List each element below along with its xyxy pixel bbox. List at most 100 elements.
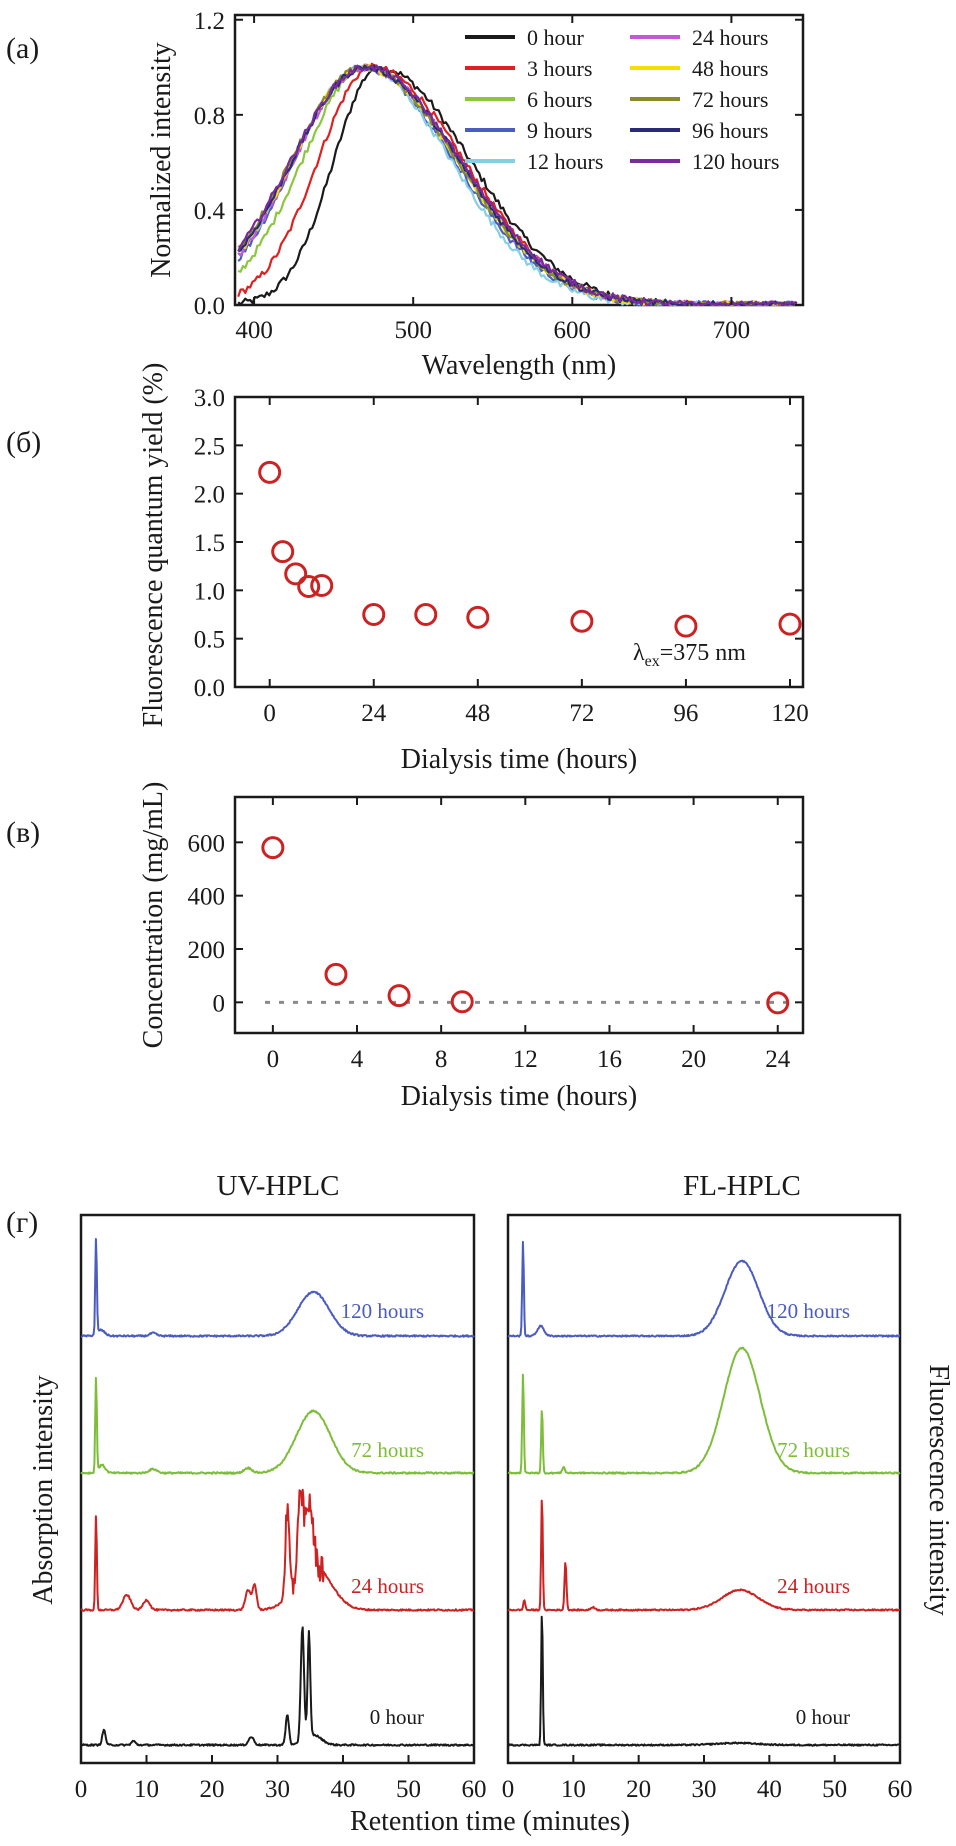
concentration-point [261,836,285,860]
panel-a-series [237,62,798,307]
qy-point [570,609,594,633]
concentration-point [766,991,790,1015]
panel-c-xtick-label: 20 [681,1046,706,1073]
qy-point [362,603,386,626]
panel-c-ticks: 0 4 8 12 16 20 24 0 200 400 600 [188,797,803,1073]
legend-label: 12 hours [527,149,603,174]
panel-b-xtick-label: 120 [771,700,809,727]
panel-c-ylabel: Concentration (mg/mL) [138,782,169,1049]
fl-trace-label: 0 hour [796,1705,850,1729]
uv-trace-label: 24 hours [351,1574,424,1598]
panel-a-ytick-label: 0.0 [194,293,225,320]
qy-point [674,614,698,638]
qy-point [414,603,438,626]
legend-label: 9 hours [527,118,592,143]
panel-b-points [258,460,802,638]
panel-d-xlabel: Retention time (minutes) [350,1806,630,1837]
fl-hplc-xtick-label: 40 [757,1776,782,1803]
qy-point [258,460,282,484]
qy-point [310,574,334,597]
panel-b-ytick-label: 1.0 [194,578,225,605]
fl-hplc-xtick-label: 20 [626,1776,651,1803]
panel-a-xtick-label: 600 [554,317,592,344]
panel-c-frame [233,795,805,1035]
fl-trace [507,1346,901,1475]
legend-label: 3 hours [527,56,592,81]
uv-hplc-xtick-label: 20 [200,1776,225,1803]
excitation-wavelength: =375 nm [660,640,747,666]
panel-c-xtick-label: 8 [435,1046,448,1073]
panel-a-ytick-label: 1.2 [194,8,225,35]
fl-trace-label: 72 hours [777,1438,850,1462]
fl-trace-label: 120 hours [767,1299,850,1323]
legend-label: 48 hours [692,56,768,81]
fl-trace [507,1499,901,1612]
panel-a-ticks: 400 500 600 700 0.0 0.4 0.8 1.2 [194,8,803,344]
uv-trace [80,1238,475,1338]
panel-a-xtick-label: 400 [235,317,273,344]
panel-a-xtick-label: 500 [394,317,432,344]
fl-hplc-title: FL-HPLC [683,1170,801,1202]
uv-trace-label: 0 hour [370,1705,424,1729]
panel-b-xtick-label: 48 [465,700,490,727]
qy-point [284,562,308,586]
concentration-point [450,990,474,1014]
uv-hplc-xtick-label: 10 [134,1776,159,1803]
spectrum-line [237,64,798,307]
fl-trace [507,1615,901,1747]
panel-c-ytick-label: 200 [188,937,226,964]
panel-b-xtick-label: 0 [263,700,276,727]
panel-b-ytick-label: 2.0 [194,482,225,509]
panel-b-ytick-label: 0.5 [194,627,225,654]
uv-hplc-xtick-label: 30 [265,1776,290,1803]
legend-label: 96 hours [692,118,768,143]
lambda-subscript: ex [645,653,660,670]
legend-label: 72 hours [692,87,768,112]
panel-b-xlabel: Dialysis time (hours) [401,744,637,775]
panel-b-ytick-label: 1.5 [194,530,225,557]
panel-d-hplc: UV-HPLC FL-HPLC 120 hours 72 hours 24 hour… [28,1170,954,1837]
uv-trace [80,1626,475,1747]
panel-b-ticks: 0 24 48 72 96 120 0.0 0.5 1.0 1.5 2.0 2.5 3.0 [194,385,809,727]
fl-hplc-xtick-label: 0 [502,1776,515,1803]
panel-b-quantum-yield: 0 24 48 72 96 120 0.0 0.5 1.0 1.5 2.0 2.5 3.0 λex=37… [138,363,809,775]
legend-label: 24 hours [692,25,768,50]
panel-a-ytick-label: 0.8 [194,103,225,130]
panel-b-ytick-label: 3.0 [194,385,225,412]
uv-hplc-title: UV-HPLC [216,1170,339,1202]
panel-c-ytick-label: 400 [188,884,226,911]
panel-b-ytick-label: 0.0 [194,675,225,702]
panel-label-d: (г) [6,1206,38,1239]
concentration-point [387,984,411,1008]
legend-label: 6 hours [527,87,592,112]
panel-b-xtick-label: 24 [361,700,387,727]
fl-hplc-xtick-label: 10 [561,1776,586,1803]
panel-a-legend: 0 hour 3 hours 6 hours 9 hours 12 hours 24 ho… [465,25,779,174]
panel-d-ticks: 0 10 20 30 40 50 60 0 10 20 30 40 50 60 [75,1755,913,1803]
panel-b-ylabel: Fluorescence quantum yield (%) [138,363,169,728]
panel-a-xtick-label: 700 [713,317,751,344]
panel-c-xtick-label: 16 [597,1046,622,1073]
panel-label-c: (в) [6,816,40,849]
panel-c-points [261,836,790,1015]
panel-a-spectra: 400 500 600 700 0.0 0.4 0.8 1.2 Wavelength (nm)… [146,8,805,381]
panel-c-concentration: 0 4 8 12 16 20 24 0 200 400 600 Dialysis time (hou… [138,782,805,1112]
uv-hplc-xtick-label: 40 [331,1776,356,1803]
panel-b-xtick-label: 72 [569,700,594,727]
panel-b-annotation: λex=375 nm [633,640,746,670]
uv-trace [80,1488,475,1612]
panel-c-xtick-label: 12 [513,1046,538,1073]
fl-trace-label: 24 hours [777,1574,850,1598]
uv-trace-label: 120 hours [341,1299,424,1323]
panel-c-ytick-label: 600 [188,830,226,857]
panel-a-xlabel: Wavelength (nm) [422,350,616,381]
panel-c-xtick-label: 4 [351,1046,364,1073]
panel-a-ylabel: Normalized intensity [146,42,177,278]
uv-trace [80,1376,475,1475]
qy-point [778,612,802,636]
panel-c-xtick-label: 24 [765,1046,791,1073]
panel-c-ytick-label: 0 [213,990,226,1017]
qy-point [466,605,490,629]
panel-c-xlabel: Dialysis time (hours) [401,1081,637,1112]
